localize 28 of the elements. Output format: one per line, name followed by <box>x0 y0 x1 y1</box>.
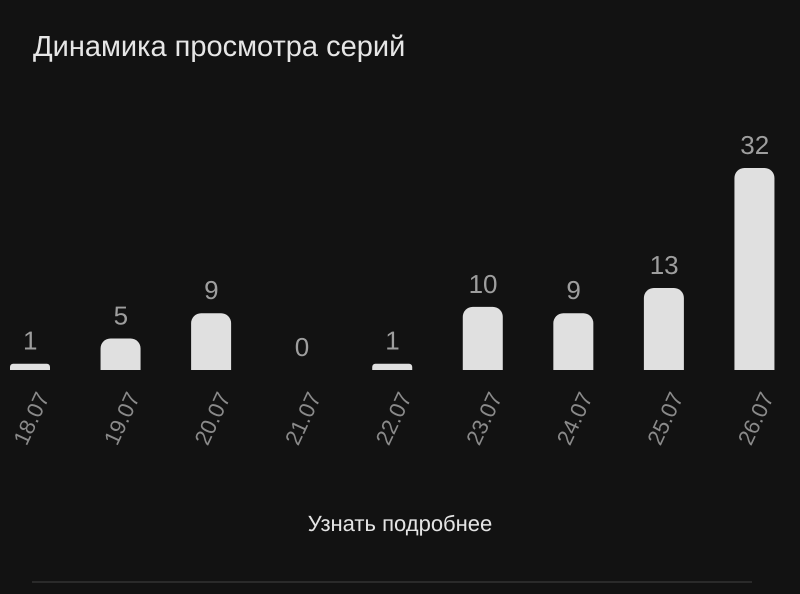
x-tick-label: 21.07 <box>280 388 326 449</box>
x-tick-label: 18.07 <box>8 388 54 449</box>
x-tick-label: 26.07 <box>732 388 779 449</box>
x-tick-label: 23.07 <box>461 388 508 449</box>
data-label: 32 <box>740 130 770 160</box>
bar <box>553 313 594 370</box>
data-label: 1 <box>385 326 400 356</box>
bar <box>100 338 141 370</box>
x-tick-label: 19.07 <box>98 388 145 449</box>
x-tick-label: 25.07 <box>642 388 688 449</box>
chart-title: Динамика просмотра серий <box>33 31 406 64</box>
bar <box>191 313 232 370</box>
data-label: 13 <box>650 250 679 280</box>
data-label: 0 <box>294 332 310 362</box>
data-label: 9 <box>566 275 581 306</box>
x-tick-label: 22.07 <box>370 388 417 449</box>
x-tick-label: 24.07 <box>552 388 598 449</box>
data-label: 1 <box>23 326 38 356</box>
bar <box>372 364 412 370</box>
x-tick-label: 20.07 <box>189 388 236 449</box>
bar <box>644 288 684 370</box>
bar <box>734 168 774 370</box>
text: Узнать подробнее <box>308 511 492 536</box>
data-label: 10 <box>468 268 498 299</box>
bar <box>10 364 50 370</box>
bar <box>462 306 503 370</box>
data-label: 5 <box>114 300 128 330</box>
data-label: 9 <box>204 275 219 306</box>
